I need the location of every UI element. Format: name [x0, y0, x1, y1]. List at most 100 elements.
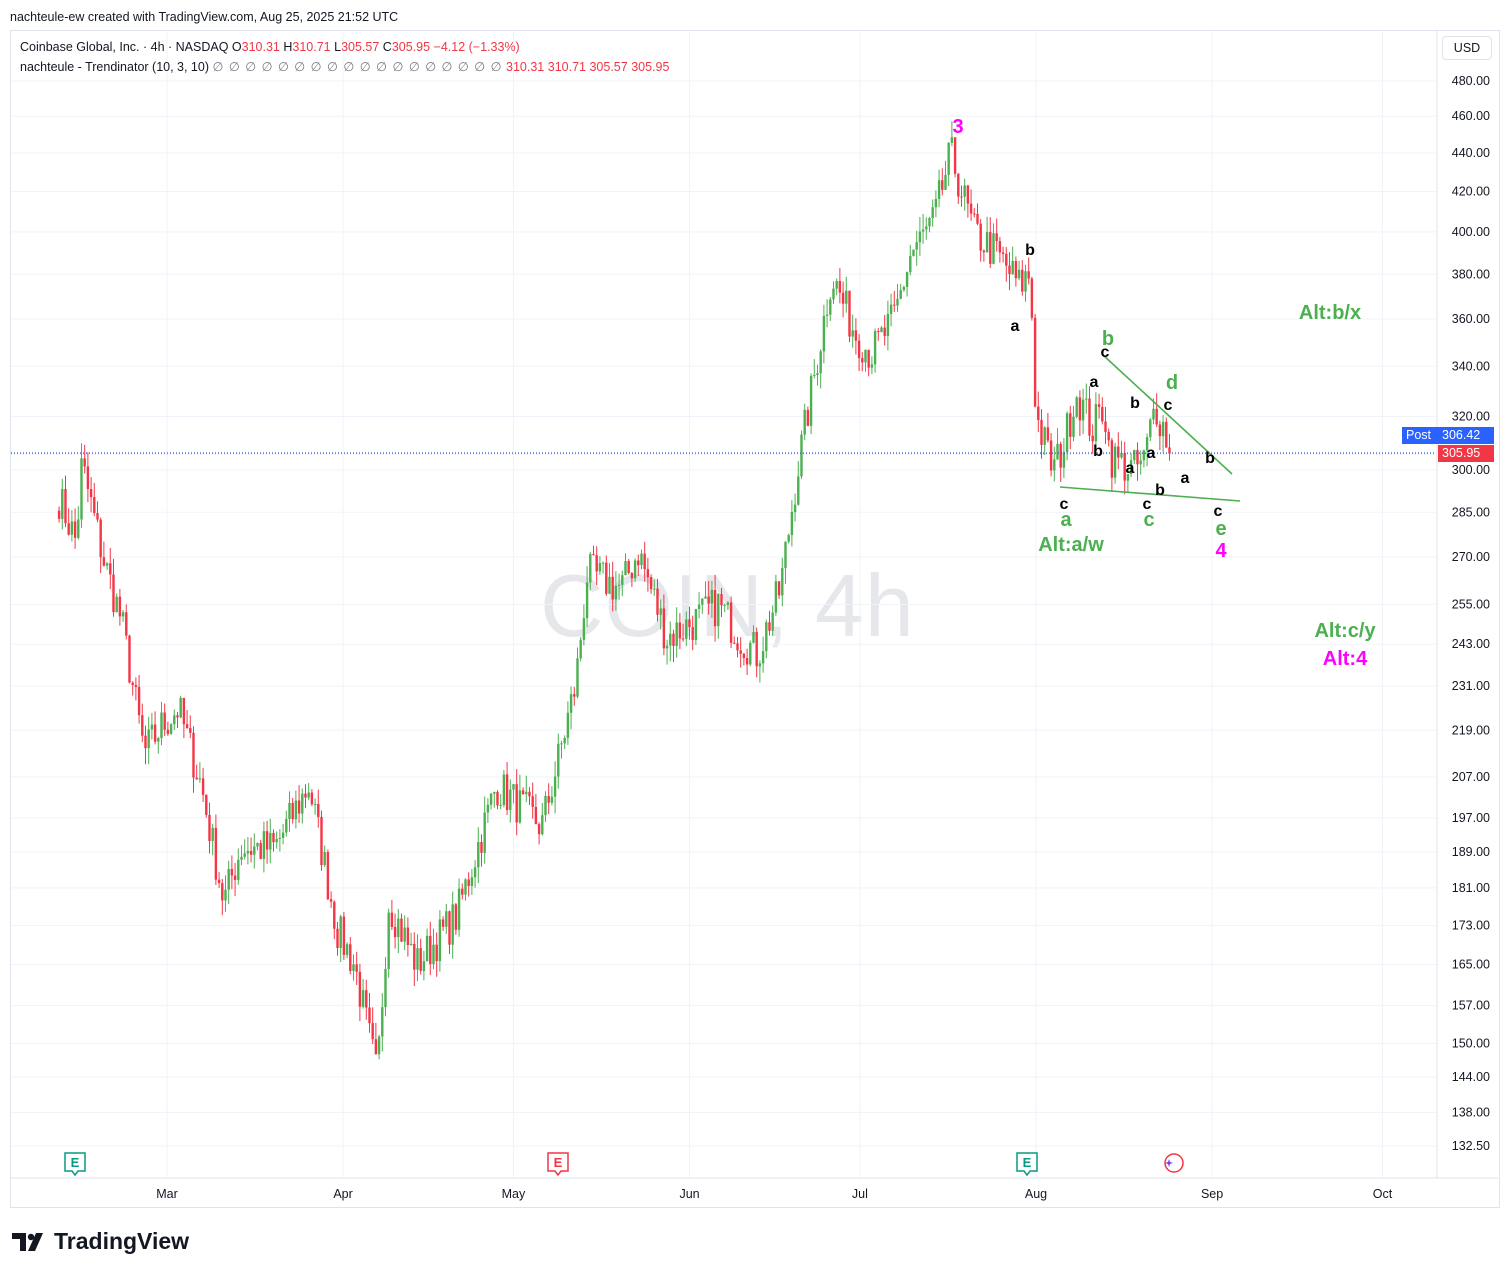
wave-label: c — [1164, 397, 1173, 414]
y-tick-label: 173.00 — [1452, 918, 1490, 932]
candle-body — [1097, 404, 1101, 407]
candle — [1158, 420, 1162, 451]
candle — [374, 1022, 378, 1055]
candle-body — [579, 639, 582, 659]
indicator-empty-values: ∅ ∅ ∅ ∅ ∅ ∅ ∅ ∅ ∅ ∅ ∅ ∅ ∅ ∅ ∅ ∅ ∅ ∅ — [212, 60, 503, 74]
indicator-value-1: 310.31 — [506, 60, 545, 74]
candle-body — [166, 729, 170, 734]
candle — [653, 579, 656, 596]
candle — [646, 557, 650, 592]
candle-body — [160, 712, 163, 739]
earnings-marker[interactable]: E — [64, 1152, 86, 1177]
candle — [429, 921, 432, 975]
candle — [822, 304, 826, 364]
candle-body — [838, 281, 842, 293]
indicator-name[interactable]: nachteule - Trendinator (10, 3, 10) — [20, 60, 210, 74]
candle — [486, 798, 490, 823]
candle — [192, 726, 195, 793]
wave-label: b — [1205, 450, 1215, 467]
candle — [726, 601, 730, 610]
candle — [189, 715, 192, 739]
candle — [925, 217, 928, 240]
candle — [96, 501, 99, 523]
candle-body — [896, 298, 899, 306]
symbol-name[interactable]: Coinbase Global, Inc. · 4h · NASDAQ — [20, 40, 229, 54]
candle-body — [377, 1036, 381, 1055]
candle-body — [1120, 452, 1123, 458]
candle-body — [128, 635, 131, 683]
candle — [1088, 386, 1091, 442]
candle-body — [678, 622, 682, 639]
candle — [521, 787, 525, 795]
candle — [790, 500, 794, 547]
tradingview-logo[interactable]: TradingView — [12, 1228, 189, 1255]
candle — [355, 951, 358, 985]
candle-body — [403, 927, 406, 942]
candle-body — [486, 804, 490, 813]
candle — [109, 547, 112, 590]
symbol-legend: Coinbase Global, Inc. · 4h · NASDAQ O310… — [20, 40, 520, 54]
candle — [627, 559, 630, 575]
candle — [368, 992, 371, 1033]
candle-body — [86, 466, 90, 490]
candle-body — [1021, 269, 1024, 292]
candle — [758, 660, 762, 683]
wave-label: a — [1181, 470, 1190, 487]
candle — [742, 652, 746, 666]
candle-body — [995, 233, 998, 242]
candle — [387, 908, 390, 978]
low-value: 305.57 — [341, 40, 380, 54]
candle-body — [739, 650, 742, 654]
candle — [921, 213, 925, 244]
candle-body — [118, 596, 122, 617]
candle-body — [749, 642, 752, 665]
candle-body — [982, 250, 986, 253]
candle — [467, 872, 470, 897]
candle-body — [573, 694, 576, 697]
candle-body — [400, 918, 403, 942]
candle — [659, 599, 662, 630]
last-price-tag: 305.95 — [1438, 445, 1494, 462]
candle — [979, 218, 982, 262]
candle-body — [1101, 406, 1104, 422]
candle-body — [1030, 278, 1034, 318]
candle-body — [928, 218, 931, 227]
candle — [285, 810, 288, 837]
candle — [326, 849, 330, 901]
candle-body — [1113, 446, 1117, 478]
candle — [233, 863, 237, 897]
candle — [825, 299, 829, 328]
candle-body — [246, 850, 250, 854]
candle-body — [384, 968, 387, 1008]
candles — [57, 121, 1171, 1060]
candle — [678, 613, 682, 650]
candle-body — [1123, 452, 1126, 481]
earnings-marker[interactable]: E — [547, 1152, 569, 1177]
candle-body — [1069, 413, 1072, 437]
candle-body — [525, 791, 528, 795]
candle — [819, 349, 822, 389]
candle-body — [73, 521, 77, 538]
candle — [537, 822, 541, 845]
x-tick-label: Apr — [333, 1187, 352, 1201]
candle-body — [355, 964, 358, 972]
candle — [1133, 449, 1136, 464]
y-tick-label: 320.00 — [1452, 409, 1490, 423]
candle — [390, 899, 394, 931]
candle — [656, 578, 659, 622]
candle-body — [633, 560, 637, 579]
candle-body — [640, 553, 643, 566]
candle-body — [413, 943, 416, 970]
candle-body — [985, 232, 989, 253]
candle-body — [323, 852, 326, 866]
candle-body — [1014, 261, 1018, 279]
candle — [256, 842, 259, 851]
candle-body — [947, 142, 950, 175]
currency-button[interactable]: USD — [1442, 36, 1492, 60]
candle-body — [806, 409, 810, 426]
earnings-marker[interactable]: E — [1016, 1152, 1038, 1177]
candle-body — [1133, 450, 1136, 461]
wave-label: c — [1143, 509, 1154, 531]
candle-body — [105, 563, 109, 566]
